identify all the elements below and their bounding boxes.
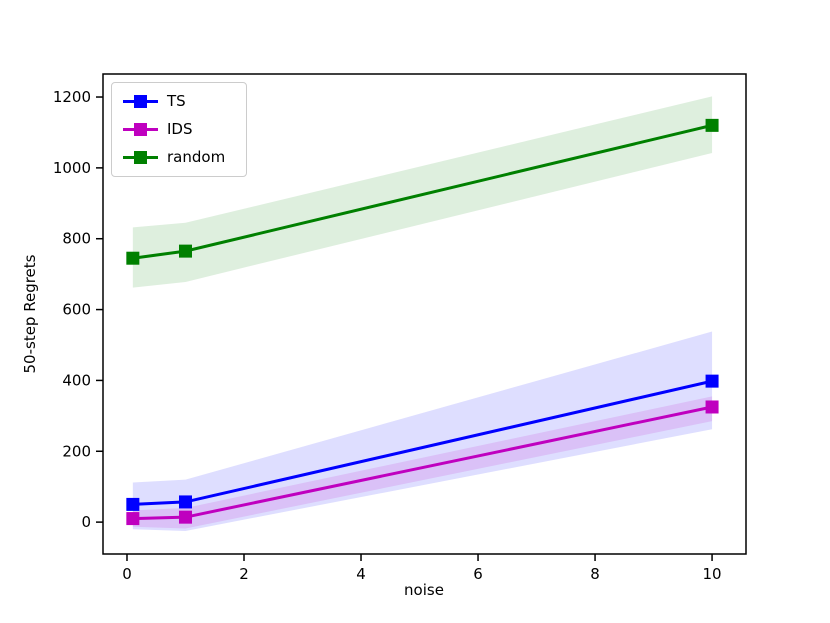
marker-random	[705, 118, 719, 132]
marker-TS	[126, 497, 140, 511]
legend-label: IDS	[167, 120, 193, 138]
legend-entry-TS: TS	[122, 90, 236, 113]
marker-IDS	[178, 510, 192, 524]
legend-label: random	[167, 148, 226, 166]
legend-marker-icon	[134, 95, 147, 108]
x-tick-label: 4	[356, 565, 366, 583]
legend-marker-icon	[134, 151, 147, 164]
y-tick-label: 800	[62, 230, 91, 248]
axes-box	[102, 73, 747, 555]
x-tick-label: 10	[703, 565, 722, 583]
marker-random	[126, 251, 140, 265]
marker-TS	[178, 495, 192, 509]
legend-marker-icon	[134, 123, 147, 136]
y-tick-label: 1200	[53, 88, 91, 106]
legend-entry-random: random	[122, 146, 236, 169]
x-axis: 0 2 4 6 8 10	[122, 554, 722, 583]
x-tick-label: 8	[590, 565, 600, 583]
y-tick-label: 400	[62, 371, 91, 389]
y-tick-label: 200	[62, 442, 91, 460]
x-tick-label: 6	[473, 565, 483, 583]
legend-label: TS	[167, 92, 186, 110]
band-IDS	[132, 396, 713, 529]
band-random	[132, 96, 713, 288]
y-tick-label: 1000	[53, 159, 91, 177]
marker-random	[178, 244, 192, 258]
legend-swatch-random	[123, 151, 158, 164]
series-markers	[126, 118, 719, 526]
legend: TS IDS random	[111, 82, 247, 177]
x-axis-label: noise	[404, 581, 444, 599]
legend-swatch-TS	[123, 95, 158, 108]
legend-entry-IDS: IDS	[122, 118, 236, 141]
x-tick-label: 0	[122, 565, 132, 583]
marker-IDS	[126, 512, 140, 526]
legend-swatch-IDS	[123, 123, 158, 136]
y-axis-label: 50-step Regrets	[21, 254, 39, 374]
x-tick-label: 2	[239, 565, 249, 583]
marker-TS	[705, 374, 719, 388]
marker-IDS	[705, 400, 719, 414]
y-axis: 0 200 400 600 800 1000 1200	[53, 88, 103, 531]
y-tick-label: 600	[62, 301, 91, 319]
y-tick-label: 0	[81, 513, 91, 531]
